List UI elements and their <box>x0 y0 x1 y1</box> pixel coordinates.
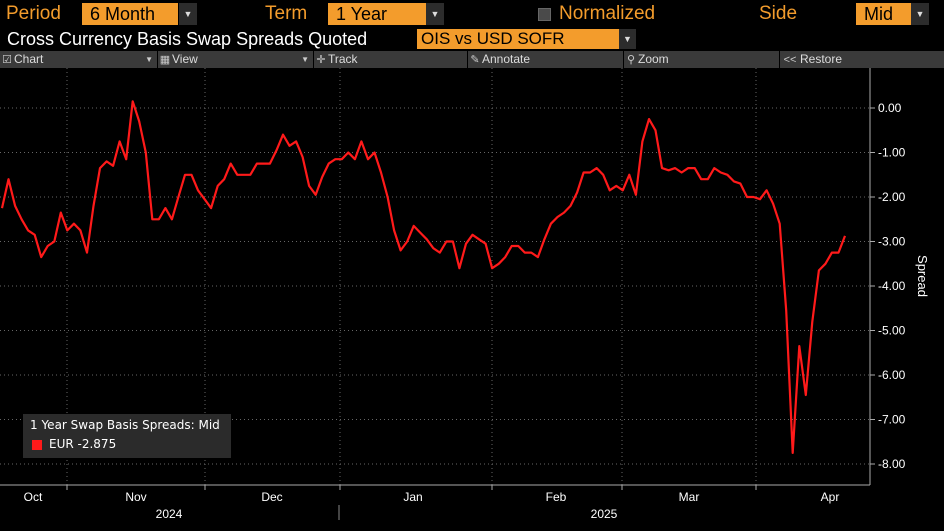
y-tick-label: -8.00 <box>878 457 906 471</box>
control-bar: Period 6 Month ▼ Term 1 Year ▼ Normalize… <box>0 0 944 28</box>
x-tick-label: Nov <box>125 490 146 504</box>
normalized-label: Normalized <box>559 3 656 24</box>
x-tick-label: Apr <box>821 490 840 504</box>
line-chart[interactable]: 0.00 -1.00 -2.00 -3.00 -4.00 -5.00 -6.00 -7.00 -… <box>0 68 944 531</box>
crosshair-icon: ✛ <box>316 54 326 66</box>
quote-chevron-down-icon[interactable]: ▼ <box>619 29 636 49</box>
side-chevron-down-icon[interactable]: ▼ <box>911 3 929 25</box>
period-dropdown[interactable]: 6 Month <box>82 3 178 25</box>
normalized-checkbox[interactable] <box>538 8 551 21</box>
period-label: Period <box>6 3 61 24</box>
chevron-down-icon: ▼ <box>145 55 153 64</box>
view-icon: ▦ <box>159 54 171 66</box>
chart-menu-button[interactable]: ☑ Chart ▼ <box>0 51 158 68</box>
series-line-eur <box>0 100 847 454</box>
y-axis-label: Spread <box>915 255 930 297</box>
year-label: 2025 <box>591 507 618 521</box>
pencil-icon: ✎ <box>470 54 480 66</box>
page-title: Cross Currency Basis Swap Spreads Quoted <box>7 29 368 49</box>
chart-toolbar: ☑ Chart ▼ ▦ View ▼ ✛ Track ✎ Annotate ⚲ Zoom … <box>0 51 944 68</box>
side-label: Side <box>759 3 798 24</box>
zoom-button[interactable]: ⚲ Zoom <box>624 51 780 68</box>
x-tick-label: Mar <box>679 490 700 504</box>
restore-button[interactable]: << Restore <box>780 51 944 68</box>
restore-label: Restore <box>800 52 843 66</box>
chevron-down-icon: ▼ <box>301 55 309 64</box>
track-button[interactable]: ✛ Track <box>314 51 468 68</box>
chart-legend: 1 Year Swap Basis Spreads: Mid EUR -2.87… <box>23 414 231 458</box>
term-dropdown[interactable]: 1 Year <box>328 3 426 25</box>
year-label: 2024 <box>156 507 183 521</box>
x-tick-label: Jan <box>403 490 422 504</box>
term-label: Term <box>265 3 308 24</box>
x-tick-label: Dec <box>261 490 282 504</box>
annotate-label: Annotate <box>482 52 531 66</box>
legend-entry-eur: EUR -2.875 <box>49 437 117 451</box>
title-bar: Cross Currency Basis Swap Spreads Quoted… <box>0 28 944 50</box>
view-menu-label: View <box>172 52 198 66</box>
annotate-button[interactable]: ✎ Annotate <box>468 51 624 68</box>
double-chevron-left-icon: << <box>783 54 797 66</box>
y-tick-label: -1.00 <box>878 146 906 160</box>
y-tick-label: -4.00 <box>878 279 906 293</box>
y-tick-label: -5.00 <box>878 324 906 338</box>
track-label: Track <box>328 52 358 66</box>
chart-menu-label: Chart <box>14 52 44 66</box>
term-chevron-down-icon[interactable]: ▼ <box>426 3 444 25</box>
quote-dropdown[interactable]: OIS vs USD SOFR <box>417 29 619 49</box>
year-labels: 2024 2025 <box>156 505 618 521</box>
x-tick-label: Oct <box>24 490 43 504</box>
x-tick-label: Feb <box>546 490 567 504</box>
x-axis-ticks: Oct Nov Dec Jan Feb Mar Apr <box>24 485 840 504</box>
y-tick-label: 0.00 <box>878 101 902 115</box>
y-axis-ticks: 0.00 -1.00 -2.00 -3.00 -4.00 -5.00 -6.00 -7.00 -… <box>870 101 906 471</box>
grid-lines <box>0 68 870 485</box>
y-tick-label: -6.00 <box>878 368 906 382</box>
magnifier-icon: ⚲ <box>626 54 636 66</box>
chart-icon: ☑ <box>2 54 12 66</box>
zoom-label: Zoom <box>638 52 669 66</box>
legend-swatch-eur <box>32 440 42 450</box>
view-menu-button[interactable]: ▦ View ▼ <box>158 51 314 68</box>
side-dropdown[interactable]: Mid <box>856 3 911 25</box>
y-tick-label: -2.00 <box>878 190 906 204</box>
legend-title: 1 Year Swap Basis Spreads: Mid <box>30 418 220 432</box>
y-tick-label: -3.00 <box>878 235 906 249</box>
y-tick-label: -7.00 <box>878 413 906 427</box>
period-chevron-down-icon[interactable]: ▼ <box>179 3 197 25</box>
